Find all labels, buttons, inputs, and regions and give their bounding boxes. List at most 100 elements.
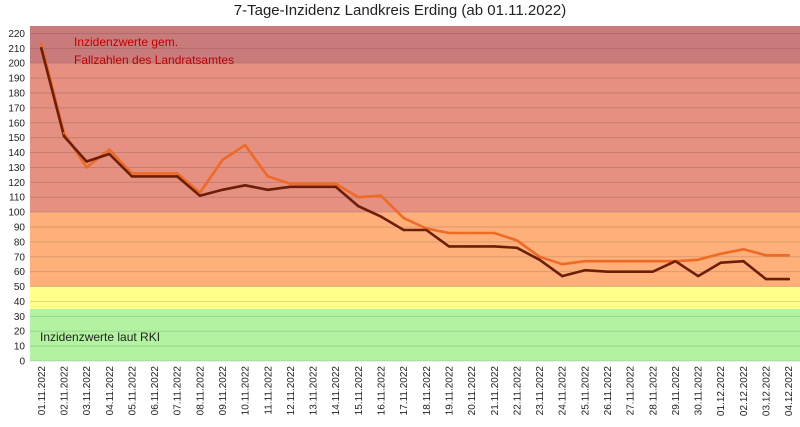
- x-tick-label: 16.11.2022: [377, 366, 388, 416]
- x-tick-label: 13.11.2022: [309, 366, 320, 416]
- x-tick-label: 04.12.2022: [784, 366, 795, 416]
- x-tick-label: 12.11.2022: [286, 366, 297, 416]
- x-tick-label: 29.11.2022: [671, 366, 682, 416]
- series-1-point: [311, 185, 315, 188]
- y-tick-label: 130: [8, 163, 25, 174]
- series-1-point: [787, 277, 790, 281]
- y-tick-label: 30: [14, 312, 26, 323]
- series-0-point: [402, 216, 405, 220]
- y-tick-label: 70: [14, 252, 26, 263]
- series-1-point: [651, 270, 654, 273]
- annotation-landratsamt-line2: Fallzahlen des Landratsamtes: [74, 53, 234, 67]
- series-1-point: [334, 185, 337, 188]
- series-0-point: [289, 182, 292, 186]
- series-1-point: [176, 175, 179, 178]
- x-tick-label: 11.11.2022: [263, 366, 274, 415]
- y-tick-label: 190: [8, 74, 25, 85]
- series-0-point: [198, 191, 202, 194]
- series-1-point: [243, 184, 247, 187]
- series-0-point: [470, 231, 473, 235]
- annotation-rki: Inzidenzwerte laut RKI: [40, 330, 160, 344]
- series-0-point: [379, 194, 383, 197]
- y-axis-ticks: 0 10 20 30 40 50 60 70 80 90 100 110 120 130 140 150 160…: [8, 29, 25, 368]
- series-0-point: [62, 132, 66, 135]
- series-line-1: [39, 46, 791, 281]
- x-tick-label: 23.11.2022: [535, 366, 546, 416]
- y-tick-label: 60: [14, 267, 26, 278]
- y-tick-label: 100: [8, 208, 25, 219]
- series-0-point: [85, 166, 88, 169]
- series-1-point: [628, 270, 632, 273]
- series-1-point: [40, 47, 43, 50]
- series-1-point: [85, 160, 88, 163]
- series-0-point: [266, 175, 269, 178]
- series-1-point: [674, 260, 677, 263]
- series-1-point: [153, 175, 156, 178]
- series-1-point: [289, 185, 292, 188]
- x-tick-label: 30.11.2022: [694, 366, 705, 416]
- x-tick-label: 02.11.2022: [59, 366, 70, 416]
- x-tick-label: 25.11.2022: [580, 366, 591, 416]
- series-0-point: [742, 248, 745, 251]
- series-0-point: [561, 263, 564, 266]
- series-1-point: [62, 134, 66, 138]
- series-1-point: [447, 245, 451, 248]
- x-tick-label: 05.11.2022: [127, 366, 138, 416]
- series-1-point: [742, 260, 745, 263]
- y-tick-label: 210: [8, 44, 25, 55]
- y-tick-label: 50: [14, 282, 26, 293]
- x-tick-label: 07.11.2022: [173, 366, 184, 416]
- gridlines: [30, 32, 800, 362]
- series-1-point: [583, 268, 587, 272]
- series-1-point: [561, 274, 564, 278]
- series-line-0: [39, 42, 791, 266]
- y-tick-label: 110: [9, 193, 25, 204]
- x-tick-label: 03.12.2022: [762, 366, 773, 416]
- series-1-point: [108, 152, 111, 156]
- y-tick-label: 180: [8, 89, 25, 100]
- y-tick-label: 120: [8, 178, 25, 189]
- series-0-point: [130, 172, 134, 175]
- band-4: [30, 26, 800, 64]
- x-tick-label: 15.11.2022: [354, 366, 365, 416]
- x-tick-label: 22.11.2022: [512, 366, 523, 416]
- x-axis-ticks: 01.11.2022 02.11.2022 03.11.2022 04.11.2022…: [37, 366, 795, 416]
- series-0-point: [583, 260, 587, 263]
- series-0-point: [493, 231, 496, 235]
- series-1-point: [402, 228, 405, 232]
- series-1-point: [221, 188, 224, 191]
- series-0-point: [538, 255, 541, 258]
- series-1-point: [515, 246, 519, 250]
- series-0-point: [357, 196, 360, 199]
- x-tick-label: 08.11.2022: [195, 366, 206, 416]
- x-tick-label: 19.11.2022: [444, 366, 455, 416]
- series-0-point: [606, 260, 609, 263]
- y-tick-label: 150: [8, 133, 25, 144]
- x-tick-label: 27.11.2022: [626, 366, 637, 416]
- y-tick-label: 170: [8, 103, 25, 114]
- annotation-landratsamt-line1: Inzidenzwerte gem.: [74, 35, 178, 49]
- y-tick-label: 160: [8, 118, 25, 129]
- series-1-point: [719, 261, 722, 264]
- y-tick-label: 220: [8, 29, 25, 40]
- series-1-point: [357, 204, 360, 208]
- x-tick-label: 18.11.2022: [422, 366, 433, 416]
- x-tick-label: 21.11.2022: [490, 366, 501, 416]
- series-1-point: [538, 258, 541, 261]
- incidence-bands: [30, 26, 800, 361]
- series-0-point: [221, 158, 224, 162]
- x-tick-label: 01.11.2022: [37, 366, 48, 416]
- data-points: [40, 42, 790, 281]
- series-0-point: [719, 252, 722, 255]
- series-1-point: [606, 270, 609, 273]
- x-tick-label: 10.11.2022: [241, 366, 252, 416]
- series-0-point: [243, 143, 247, 147]
- x-tick-label: 26.11.2022: [603, 366, 614, 416]
- series-1-point: [493, 245, 496, 248]
- x-tick-label: 06.11.2022: [150, 366, 161, 416]
- series-0-point: [764, 254, 768, 257]
- series-0-point: [628, 260, 632, 263]
- series-1-point: [130, 175, 134, 178]
- x-tick-label: 09.11.2022: [218, 366, 229, 416]
- y-tick-label: 0: [19, 357, 25, 368]
